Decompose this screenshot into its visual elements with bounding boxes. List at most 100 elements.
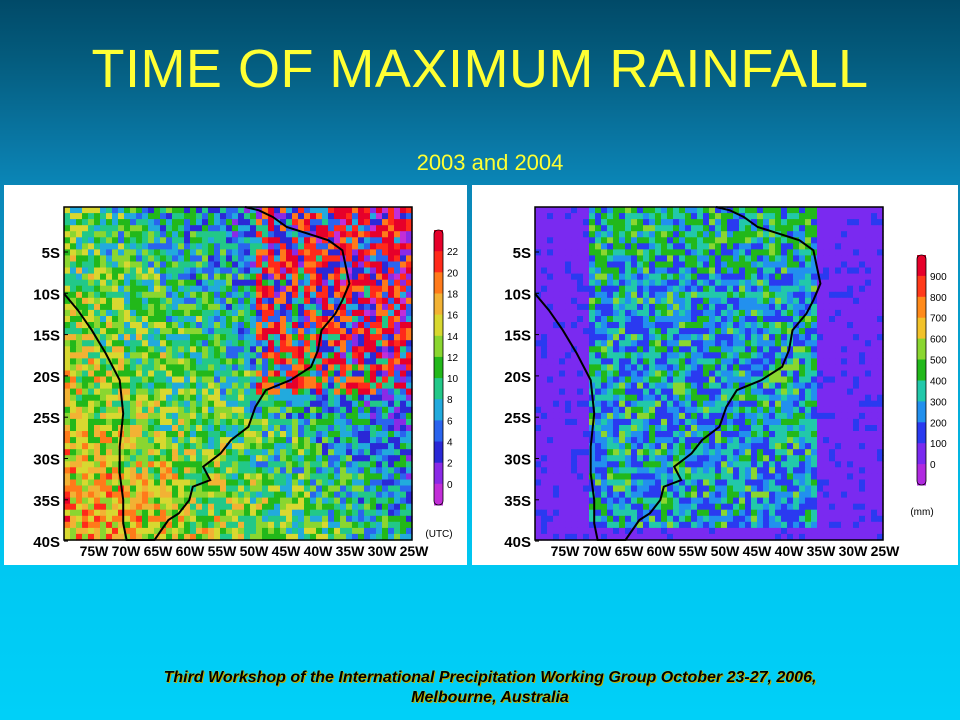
shade-cell (400, 291, 407, 299)
shade-cell (751, 291, 758, 299)
shade-cell (769, 376, 776, 384)
shade-cell (184, 376, 191, 384)
shade-cell (382, 479, 389, 487)
shade-cell (613, 316, 620, 323)
shade-cell (184, 485, 191, 493)
shade-cell (571, 219, 578, 226)
colorbar-outline (433, 229, 444, 506)
shade-cell (100, 376, 107, 384)
shade-cell (853, 303, 860, 311)
shade-cell (202, 309, 209, 317)
shade-cell (88, 273, 95, 281)
shade-cell (631, 370, 638, 378)
shade-cell (88, 237, 95, 244)
shade-cell (112, 533, 119, 541)
shade-cell (226, 309, 233, 317)
shade-cell (280, 279, 287, 287)
shade-cell (274, 376, 281, 384)
shade-cell (643, 249, 650, 257)
shade-cell (781, 285, 788, 293)
shade-cell (841, 346, 848, 353)
shade-cell (208, 497, 215, 505)
shade-cell (130, 394, 137, 402)
shade-cell (292, 503, 299, 511)
shade-cell (70, 491, 77, 499)
shade-cell (244, 521, 251, 529)
shade-cell (154, 291, 161, 299)
shade-cell (853, 255, 860, 263)
shade-cell (346, 249, 353, 257)
shade-cell (655, 316, 662, 323)
shade-cell (394, 376, 401, 384)
shade-cell (340, 382, 347, 390)
shade-cell (280, 382, 287, 390)
shade-cell (208, 213, 215, 220)
shade-cell (769, 364, 776, 372)
shade-cell (268, 297, 275, 305)
shade-cell (655, 291, 662, 299)
shade-cell (304, 515, 311, 523)
shade-cell (637, 328, 644, 335)
shade-cell (94, 485, 101, 493)
shade-cell (595, 255, 602, 263)
shade-cell (715, 370, 722, 378)
shade-cell (601, 255, 608, 263)
shade-cell (751, 382, 758, 390)
shade-cell (805, 382, 812, 390)
shade-cell (673, 316, 680, 323)
shade-cell (643, 370, 650, 378)
shade-cell (202, 219, 209, 226)
shade-cell (835, 358, 842, 366)
shade-cell (136, 346, 143, 353)
shade-cell (697, 249, 704, 257)
shade-cell (613, 291, 620, 299)
shade-cell (661, 370, 668, 378)
shade-cell (106, 473, 113, 481)
shade-cell (70, 285, 77, 293)
shade-cell (166, 527, 173, 535)
shade-cell (310, 412, 317, 420)
shade-cell (853, 322, 860, 329)
shade-cell (328, 443, 335, 450)
shade-cell (400, 473, 407, 481)
shade-cell (190, 279, 197, 287)
shade-cell (70, 370, 77, 378)
shade-cell (118, 249, 125, 257)
shade-cell (400, 382, 407, 390)
shade-cell (775, 352, 782, 359)
shade-cell (583, 225, 590, 232)
shade-cell (817, 316, 824, 323)
shade-cell (853, 225, 860, 232)
shade-cell (571, 243, 578, 250)
shade-cell (328, 309, 335, 317)
shade-cell (70, 316, 77, 323)
shade-cell (160, 509, 167, 517)
shade-cell (316, 418, 323, 426)
shade-cell (382, 443, 389, 450)
shade-cell (721, 316, 728, 323)
shade-cell (553, 358, 560, 366)
shade-cell (142, 303, 149, 311)
shade-cell (256, 297, 263, 305)
shade-cell (292, 443, 299, 450)
shade-cell (535, 225, 542, 232)
shade-cell (322, 297, 329, 305)
shade-cell (94, 358, 101, 366)
shade-cell (847, 334, 854, 341)
shade-cell (226, 533, 233, 541)
shade-cell (709, 322, 716, 329)
shade-cell (691, 291, 698, 299)
shade-cell (118, 291, 125, 299)
shade-cell (739, 370, 746, 378)
shade-cell (316, 467, 323, 474)
shade-cell (208, 249, 215, 257)
shade-cell (124, 364, 131, 372)
shade-cell (184, 473, 191, 481)
shade-cell (394, 431, 401, 438)
shade-cell (256, 219, 263, 226)
shade-cell (232, 382, 239, 390)
shade-cell (847, 291, 854, 299)
shade-cell (64, 237, 71, 244)
shade-cell (406, 455, 413, 462)
shade-cell (601, 309, 608, 317)
